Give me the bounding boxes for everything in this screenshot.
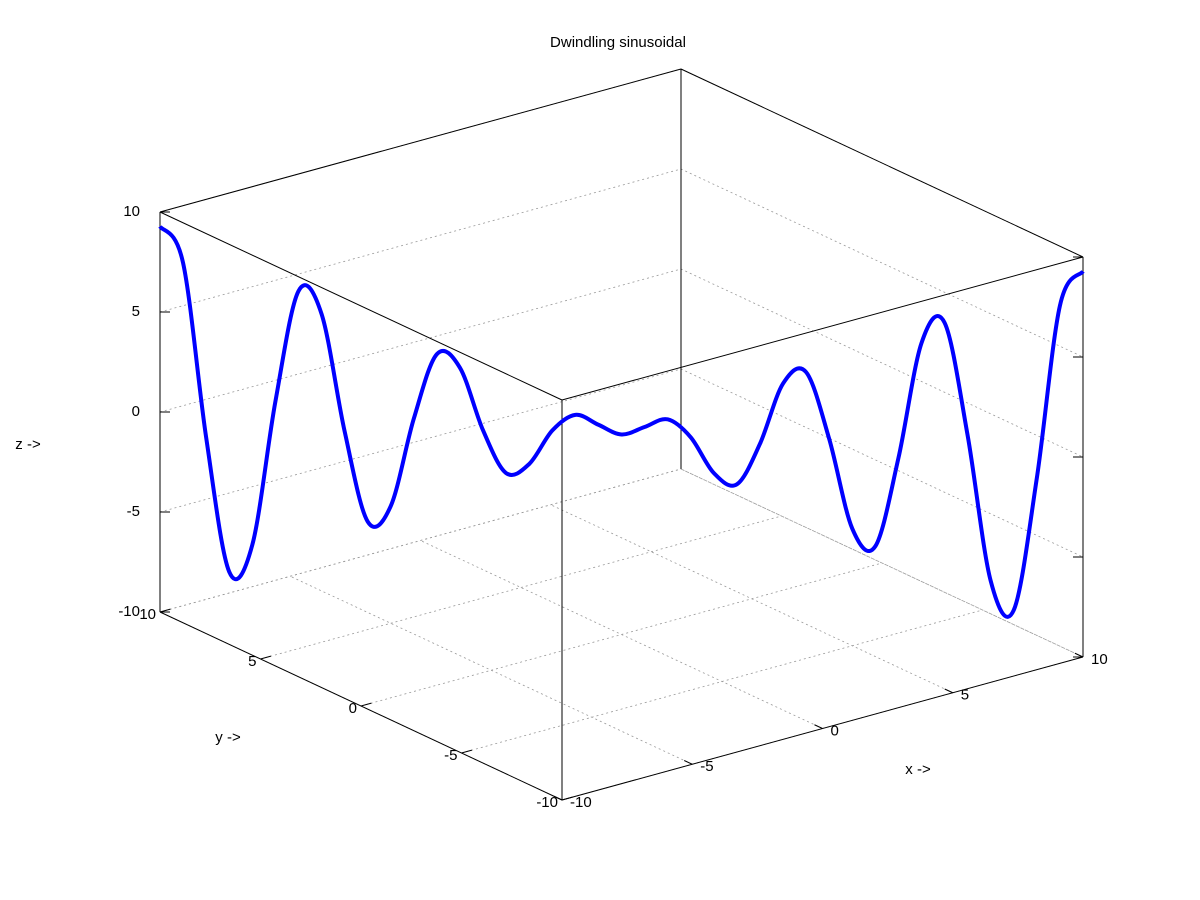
y-tick-label: 10 [139,606,156,623]
x-tick-mark [683,760,693,765]
axis-box-edge [561,256,1084,401]
x-tick-label: 5 [961,687,969,704]
axis-box-edge [159,211,563,401]
x-tick-label: -5 [700,758,713,775]
grid-line [159,468,1084,658]
x-tick-label: 0 [831,722,839,739]
y-axis-label: y -> [215,729,241,746]
grid-line [159,168,1084,358]
x-tick-label: -10 [570,794,592,811]
y-tick-mark [360,702,372,707]
grid-line [159,68,1084,258]
y-tick-mark [561,796,573,801]
grid-line [461,609,983,754]
grid-line [260,515,782,660]
x-tick-mark [1074,652,1084,658]
axis-box-edge [159,68,682,213]
x-tick-mark [553,795,563,801]
z-tick-label: -5 [127,503,140,520]
z-axis-label: z -> [15,436,41,453]
chart-title: Dwindling sinusoidal [550,34,686,51]
z-tick-label: -10 [118,603,140,620]
grid-line [159,268,1084,458]
x-tick-mark [814,724,823,729]
data-line [158,225,1085,619]
y-tick-label: 5 [248,653,256,670]
grid-line [159,368,1084,558]
y-tick-label: 0 [349,700,357,717]
y-tick-label: -10 [536,794,558,811]
z-tick-label: 5 [132,303,140,320]
axis-box-edge [680,68,1084,258]
y-tick-mark [260,655,272,660]
x-tick-mark [944,688,953,694]
x-tick-label: 10 [1091,651,1108,668]
z-tick-label: 10 [123,203,140,220]
x-axis-label: x -> [905,761,931,778]
y-tick-label: -5 [444,747,457,764]
grid-line [360,562,883,707]
y-tick-mark [461,749,473,754]
z-tick-label: 0 [132,403,140,420]
